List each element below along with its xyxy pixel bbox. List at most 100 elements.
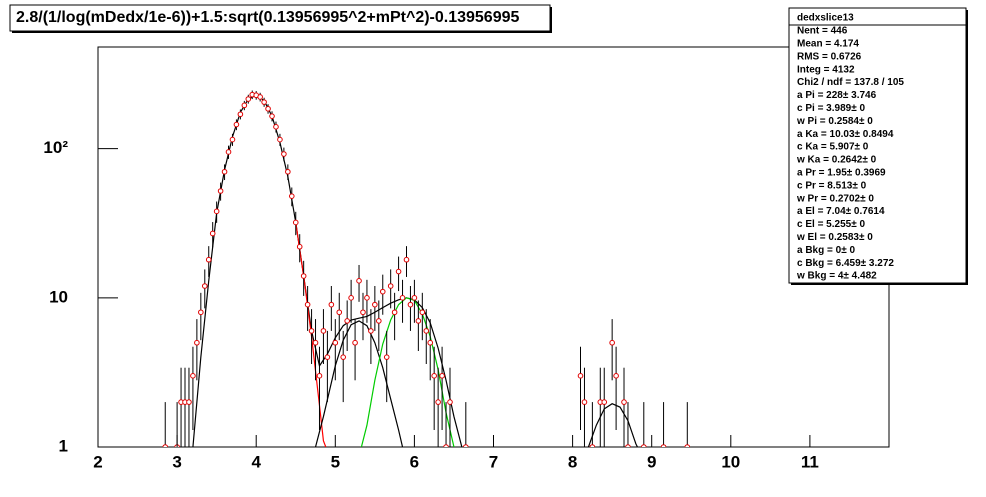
data-point (265, 105, 271, 112)
data-point (435, 399, 441, 405)
data-point (399, 295, 406, 301)
data-point (324, 354, 331, 360)
stats-box (788, 7, 967, 284)
data-point (300, 273, 307, 279)
stats-line: Nent = 446 (797, 26, 848, 37)
data-point (625, 444, 631, 447)
data-point (601, 399, 608, 405)
data-point (312, 339, 319, 346)
data-point (328, 301, 335, 308)
data-point (277, 136, 283, 143)
stats-line: Mean = 4.174 (797, 39, 859, 50)
data-point (257, 94, 263, 100)
data-point (316, 373, 323, 379)
stats-line: a Pr = 1.95± 0.3969 (797, 168, 886, 179)
x-tick-label: 11 (801, 452, 819, 471)
stats-line: c El = 5.255± 0 (797, 219, 865, 230)
data-point (332, 339, 339, 346)
data-point (368, 328, 374, 334)
data-point (162, 444, 169, 447)
data-point (205, 256, 212, 263)
x-tick-label: 6 (410, 452, 419, 471)
data-point (344, 318, 350, 324)
data-point (463, 444, 469, 447)
data-point (237, 111, 244, 118)
data-point (621, 399, 627, 405)
stats-line: Chi2 / ndf = 137.8 / 105 (797, 77, 904, 88)
stats-line: Integ = 4132 (797, 64, 855, 75)
data-point (225, 149, 232, 155)
data-point (336, 309, 343, 316)
chart-title: 2.8/(1/log(mDedx/1e-6))+1.5:sqrt(0.13956… (16, 9, 520, 26)
data-point (411, 295, 418, 301)
data-point (684, 444, 691, 447)
data-point (190, 373, 196, 379)
data-point (431, 373, 437, 379)
data-point (379, 288, 386, 295)
stats-line: c Pi = 3.989± 0 (797, 103, 865, 114)
stats-line: w Pi = 0.2584± 0 (796, 116, 873, 127)
data-point (241, 102, 248, 109)
stats-line: a El = 7.04± 0.7614 (797, 206, 885, 217)
data-point (233, 121, 240, 128)
data-point (415, 318, 422, 324)
title-box (9, 4, 551, 32)
data-point (364, 295, 370, 301)
data-point (340, 354, 347, 360)
data-point (403, 256, 410, 263)
stats-line: a Bkg = 0± 0 (797, 245, 855, 256)
data-point (360, 309, 366, 316)
data-point (221, 168, 228, 175)
data-point (201, 283, 208, 289)
data-point (376, 318, 382, 324)
stats-line: RMS = 0.6726 (797, 51, 862, 62)
stats-line: w El = 0.2583± 0 (796, 232, 873, 243)
stats-line: c Pr = 8.513± 0 (797, 180, 867, 191)
x-tick-label: 9 (647, 452, 656, 471)
data-point (407, 301, 414, 308)
data-point (613, 373, 619, 379)
data-point (383, 354, 390, 360)
data-point (443, 444, 449, 447)
data-point (296, 243, 303, 250)
x-tick-label: 7 (489, 452, 498, 471)
stats-line: w Ka = 0.2642± 0 (796, 155, 877, 166)
plot-area (162, 90, 691, 447)
data-point (194, 339, 200, 346)
data-point (186, 399, 192, 405)
y-tick-label: 10 (49, 287, 68, 306)
x-tick-label: 4 (251, 452, 261, 471)
data-point (447, 399, 453, 405)
data-point (288, 193, 295, 199)
data-point (356, 278, 362, 284)
stats-line: c Bkg = 6.459± 3.272 (797, 258, 894, 269)
data-point (589, 444, 596, 447)
stats-line: w Bkg = 4± 4.482 (796, 271, 877, 282)
data-point (427, 339, 434, 346)
stats-line: w Pr = 0.2702± 0 (796, 193, 874, 204)
data-point (209, 230, 216, 237)
stats-line: a Ka = 10.03± 0.8494 (797, 129, 894, 140)
data-point (577, 373, 584, 379)
data-point (581, 399, 588, 405)
data-point (387, 283, 394, 289)
data-point (261, 99, 267, 105)
x-tick-label: 5 (331, 452, 340, 471)
data-point (281, 151, 287, 157)
data-point (320, 328, 327, 334)
data-point (269, 113, 275, 119)
data-point (198, 309, 204, 316)
x-tick-label: 10 (721, 452, 740, 471)
y-tick-label: 10² (43, 138, 68, 157)
x-tick-label: 2 (93, 452, 102, 471)
data-point (308, 328, 315, 334)
x-tick-label: 3 (172, 452, 181, 471)
data-point (391, 309, 398, 316)
data-point (609, 339, 615, 346)
data-point (213, 208, 220, 215)
data-point (352, 339, 358, 346)
data-point (245, 96, 252, 102)
data-point (273, 124, 279, 130)
y-tick-label: 1 (59, 436, 68, 455)
